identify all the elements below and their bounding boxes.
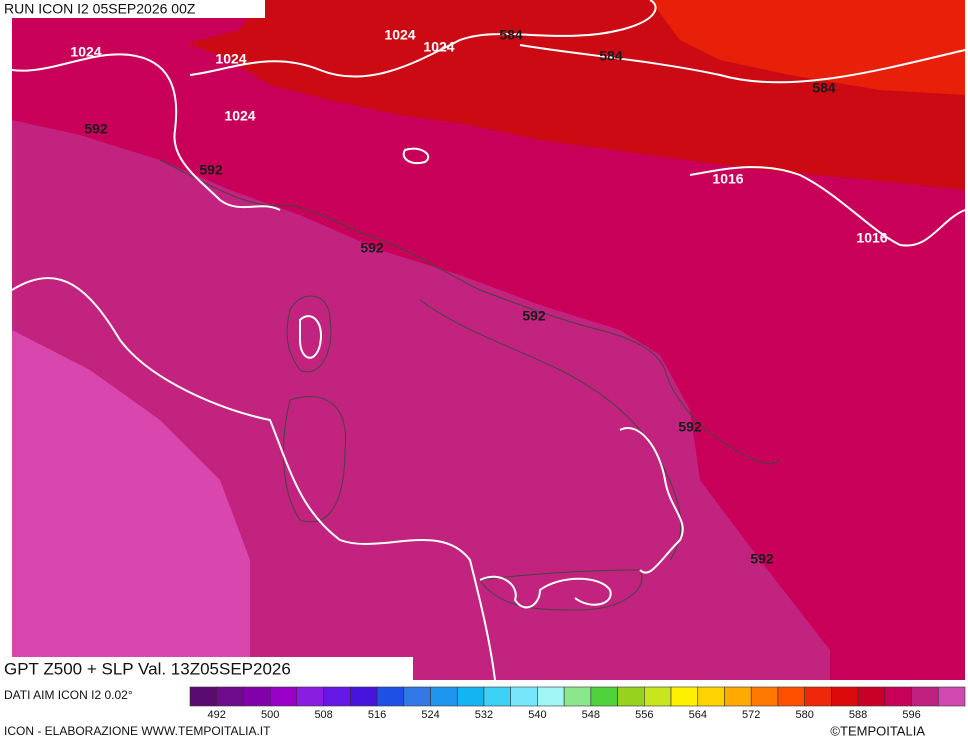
contour-label: 1024 <box>224 108 255 124</box>
contour-label: 584 <box>599 48 623 64</box>
contour-label: 592 <box>360 240 384 256</box>
colorbar-label: 580 <box>795 709 813 721</box>
credit-label: ICON - ELABORAZIONE WWW.TEMPOITALIA.IT <box>4 724 271 738</box>
contour-alps <box>402 147 430 164</box>
colorbar-label: 572 <box>742 709 760 721</box>
contour-584 <box>519 44 966 84</box>
colorbar-swatch <box>884 686 912 707</box>
contour-sicily <box>479 575 612 609</box>
title-box <box>0 657 413 683</box>
copyright-label: ©TEMPOITALIA <box>830 723 925 738</box>
colorbar-label: 564 <box>689 709 707 721</box>
contour-label: 1016 <box>712 171 743 187</box>
contour-closed <box>299 315 322 359</box>
colorbar-swatch <box>537 686 565 707</box>
run-label: RUN ICON I2 05SEP2026 00Z <box>4 1 196 17</box>
colorbar-label: 588 <box>849 709 867 721</box>
colorbar-swatch <box>724 686 752 707</box>
contour-label: 592 <box>750 551 774 567</box>
contour-label: 592 <box>199 162 223 178</box>
contour-label: 1024 <box>215 51 246 67</box>
contour-label: 584 <box>499 27 523 43</box>
colorbar-swatch <box>644 686 672 707</box>
map-title: GPT Z500 + SLP Val. 13Z05SEP2026 <box>4 659 291 678</box>
colorbar-swatch <box>670 686 699 707</box>
colorbar-swatch <box>804 686 832 707</box>
zone-580 <box>650 0 965 95</box>
colorbar-swatch <box>937 686 966 707</box>
colorbar: 492 500 508 516 524 532 540 548 556 564 572 580 588 5… <box>189 686 966 721</box>
colorbar-swatch <box>350 686 378 707</box>
colorbar-swatch <box>590 686 618 707</box>
coastline <box>159 159 781 465</box>
colorbar-swatch <box>777 686 805 707</box>
colorbar-label: 492 <box>208 709 226 721</box>
colorbar-swatch <box>456 686 485 707</box>
peninsula-coast <box>419 299 682 561</box>
colorbar-label: 524 <box>421 709 439 721</box>
colorbar-swatch <box>483 686 511 707</box>
contour-1016 <box>689 166 966 247</box>
colorbar-swatch <box>430 686 458 707</box>
contour-label: 1024 <box>384 27 415 43</box>
contour-label: 592 <box>522 308 546 324</box>
zone-596 <box>12 330 250 680</box>
colorbar-swatch <box>750 686 779 707</box>
corsica <box>286 295 332 373</box>
contour-south <box>619 427 684 574</box>
header-box <box>0 0 265 18</box>
colorbar-swatch <box>296 686 324 707</box>
contour-label: 1016 <box>856 230 887 246</box>
sardinia <box>282 396 347 523</box>
colorbar-swatch <box>269 686 298 707</box>
colorbar-label: 540 <box>528 709 546 721</box>
contour-label: 584 <box>812 80 836 96</box>
contour-1020 <box>11 277 496 681</box>
colorbar-swatch <box>563 686 592 707</box>
colorbar-swatch <box>323 686 351 707</box>
contour-1024 <box>11 53 281 211</box>
source-label: DATI AIM ICON I2 0.02° <box>4 688 133 702</box>
colorbar-swatch <box>617 686 645 707</box>
contour-1024b <box>189 0 657 78</box>
colorbar-swatch <box>911 686 939 707</box>
colorbar-swatch <box>831 686 859 707</box>
contour-label: 592 <box>678 419 702 435</box>
colorbar-label: 556 <box>635 709 653 721</box>
colorbar-swatch <box>243 686 271 707</box>
colorbar-swatch <box>189 686 218 707</box>
colorbar-label: 500 <box>261 709 279 721</box>
colorbar-swatch <box>376 686 405 707</box>
colorbar-label: 596 <box>902 709 920 721</box>
contour-label: 1024 <box>423 39 454 55</box>
contour-label: 1024 <box>70 44 101 60</box>
colorbar-swatch <box>216 686 244 707</box>
colorbar-label: 532 <box>475 709 493 721</box>
colorbar-label: 508 <box>314 709 332 721</box>
colorbar-swatch <box>697 686 725 707</box>
colorbar-label: 548 <box>582 709 600 721</box>
colorbar-swatch <box>403 686 431 707</box>
contour-label: 592 <box>84 121 108 137</box>
colorbar-swatch <box>510 686 538 707</box>
colorbar-label: 516 <box>368 709 386 721</box>
colorbar-swatch <box>857 686 886 707</box>
